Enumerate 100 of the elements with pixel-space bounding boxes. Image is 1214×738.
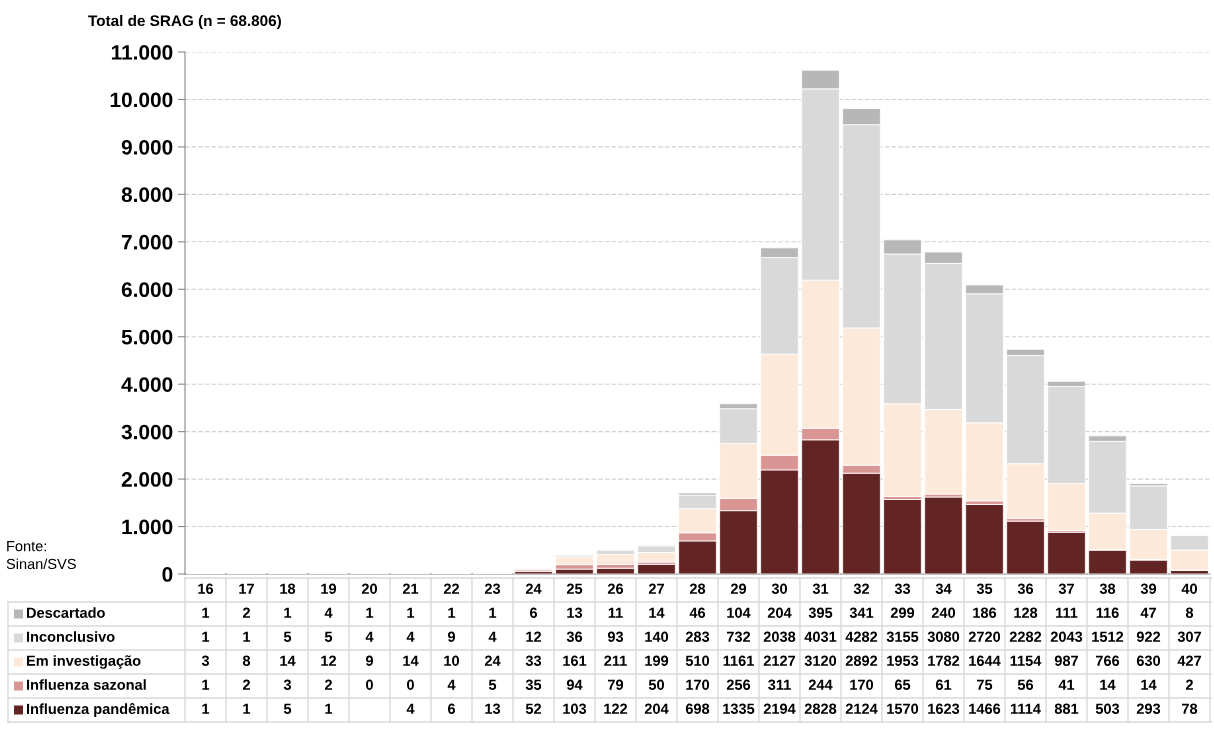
data-label: 3120 [804, 655, 837, 666]
data-label: 4 [365, 631, 374, 642]
x-tick-label: 24 [525, 583, 542, 594]
x-tick-label: 38 [1099, 583, 1116, 594]
y-tick-label: 0 [162, 567, 173, 582]
data-label: 2127 [763, 655, 796, 666]
data-label: 1 [202, 679, 210, 690]
data-label: 170 [686, 679, 710, 690]
data-label: 1 [202, 607, 210, 618]
data-label: 395 [808, 607, 833, 618]
data-label: 698 [685, 703, 710, 714]
data-label: 52 [525, 703, 542, 714]
data-label: 2282 [1009, 631, 1042, 642]
data-label: 14 [1100, 679, 1116, 690]
data-label: 8 [1185, 607, 1194, 618]
data-label: 4282 [845, 631, 878, 642]
y-tick-label: 6.000 [121, 282, 173, 298]
data-label: 1 [489, 607, 497, 618]
data-label: 3080 [927, 631, 960, 642]
data-label: 6 [529, 607, 538, 618]
data-label: 2828 [804, 703, 837, 714]
x-tick-label: 33 [894, 583, 911, 594]
data-label: 204 [767, 607, 792, 618]
x-tick-label: 26 [607, 583, 624, 594]
data-label: 128 [1014, 607, 1038, 618]
x-tick-label: 21 [402, 583, 419, 594]
x-tick-label: 30 [771, 583, 788, 594]
data-label: 14 [1141, 679, 1157, 690]
y-tick-label: 9.000 [121, 139, 173, 155]
data-label: 3 [201, 655, 210, 666]
legend-label: Em investigação [26, 655, 141, 669]
data-label: 24 [484, 655, 501, 666]
x-tick-label: 32 [853, 583, 870, 594]
data-label: 65 [894, 679, 911, 690]
x-tick-label: 25 [566, 583, 583, 594]
data-label: 122 [604, 703, 628, 714]
data-label: 1 [366, 607, 374, 618]
y-tick-label: 7.000 [121, 234, 173, 250]
data-label: 204 [644, 703, 669, 714]
y-axis-title: Total de SRAG (n = 68.806) [88, 14, 281, 30]
data-label: 93 [607, 631, 624, 642]
data-label: 14 [403, 655, 419, 666]
data-label: 35 [525, 679, 542, 690]
data-label: 4031 [804, 631, 837, 642]
x-tick-label: 39 [1140, 583, 1157, 594]
data-label: 2 [242, 679, 250, 690]
data-label: 12 [526, 631, 542, 642]
source-note: Fonte: Sinan/SVS [6, 541, 76, 570]
data-label: 116 [1096, 607, 1119, 618]
x-tick-label: 23 [484, 583, 501, 594]
data-label: 46 [689, 607, 706, 618]
data-label: 307 [1177, 631, 1202, 642]
x-tick-label: 40 [1181, 583, 1198, 594]
data-label: 1570 [887, 703, 919, 714]
data-label: 4 [406, 631, 415, 642]
data-label: 341 [849, 607, 874, 618]
y-tick-label: 1.000 [122, 519, 173, 535]
data-label: 211 [604, 655, 627, 666]
legend-label: Influenza pandêmica [26, 703, 170, 717]
data-label: 9 [447, 631, 456, 642]
data-label: 104 [727, 607, 751, 618]
data-label: 881 [1054, 703, 1079, 714]
data-label: 5 [283, 631, 292, 642]
data-label: 2892 [845, 655, 878, 666]
data-label: 13 [567, 607, 583, 618]
data-label: 14 [280, 655, 296, 666]
x-tick-label: 16 [198, 583, 214, 594]
data-label: 4 [447, 679, 456, 690]
legend-label: Inconclusivo [26, 631, 115, 642]
data-label: 9 [365, 655, 374, 666]
x-tick-label: 37 [1058, 583, 1074, 594]
data-label: 1 [407, 607, 415, 618]
data-label: 766 [1095, 655, 1120, 666]
y-tick-label: 8.000 [121, 187, 173, 203]
data-label: 14 [649, 607, 665, 618]
x-tick-label: 28 [689, 583, 706, 594]
data-label: 2124 [845, 703, 878, 714]
data-label: 1644 [969, 655, 1001, 666]
x-tick-label: 20 [361, 583, 378, 594]
data-label: 47 [1140, 607, 1156, 618]
data-label: 1782 [928, 655, 960, 666]
data-label: 2 [1185, 679, 1193, 690]
data-label: 4 [488, 631, 497, 642]
data-label: 256 [726, 679, 751, 690]
data-label: 311 [768, 679, 791, 690]
legend-label: Descartado [26, 607, 105, 618]
data-label: 33 [525, 655, 542, 666]
data-label: 987 [1054, 655, 1079, 666]
x-tick-label: 31 [812, 583, 829, 594]
x-tick-label: 18 [280, 583, 296, 594]
y-tick-label: 3.000 [121, 424, 173, 440]
data-label: 11 [608, 607, 623, 618]
data-label: 8 [242, 655, 251, 666]
y-tick-label: 10.000 [110, 92, 173, 108]
data-label: 283 [685, 631, 710, 642]
data-label: 5 [324, 631, 333, 642]
data-label: 3155 [886, 631, 919, 642]
data-label: 94 [566, 679, 583, 690]
data-label: 503 [1095, 703, 1120, 714]
data-label: 1623 [928, 703, 960, 714]
